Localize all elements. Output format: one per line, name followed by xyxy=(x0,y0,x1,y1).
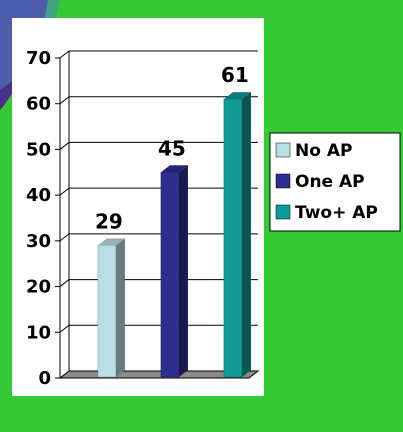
bar-front xyxy=(160,172,180,378)
bar-one-ap xyxy=(160,165,188,378)
legend-box xyxy=(269,132,401,232)
y-tick-label: 40 xyxy=(26,185,51,206)
gridline-slant xyxy=(59,279,70,287)
gridline-slant xyxy=(59,142,70,150)
gridline-slant xyxy=(59,233,70,242)
bars xyxy=(97,92,251,378)
y-tick-label: 50 xyxy=(26,139,51,160)
bar-two-ap xyxy=(223,92,251,378)
legend-swatch xyxy=(275,204,291,220)
legend-swatch xyxy=(275,142,291,158)
bar-top xyxy=(97,238,125,246)
y-tick-label: 10 xyxy=(26,322,51,343)
bar-side xyxy=(241,92,251,378)
gridline-slant xyxy=(59,324,70,333)
legend-label: No AP xyxy=(295,141,352,161)
y-tick-label: 0 xyxy=(38,368,51,389)
legend: No AP One AP Two+ AP xyxy=(269,132,401,232)
legend-label: One AP xyxy=(295,172,365,192)
y-axis-ticks: 0 10 20 30 40 50 60 70 xyxy=(26,48,60,389)
bar-top xyxy=(223,92,251,100)
gridline-slant xyxy=(59,50,70,59)
bar-front xyxy=(223,98,243,378)
bar-side xyxy=(178,165,188,377)
y-tick-label: 60 xyxy=(26,94,51,115)
axes xyxy=(59,51,249,379)
data-label: 45 xyxy=(158,136,186,160)
bar-side xyxy=(115,238,125,377)
bar-front xyxy=(97,245,117,378)
y-tick-label: 30 xyxy=(26,231,51,252)
plot-panel xyxy=(12,18,264,396)
data-label: 61 xyxy=(221,63,249,87)
gridline-slant xyxy=(59,187,70,196)
y-tick-label: 70 xyxy=(26,48,51,69)
bar-top xyxy=(160,165,188,173)
y-tick-label: 20 xyxy=(26,277,51,298)
data-labels: 29 45 61 xyxy=(95,63,249,233)
data-label: 29 xyxy=(95,209,123,233)
bar-no-ap xyxy=(97,238,125,378)
gridline-slant xyxy=(59,96,70,105)
legend-swatch xyxy=(275,173,291,189)
legend-label: Two+ AP xyxy=(295,203,378,223)
